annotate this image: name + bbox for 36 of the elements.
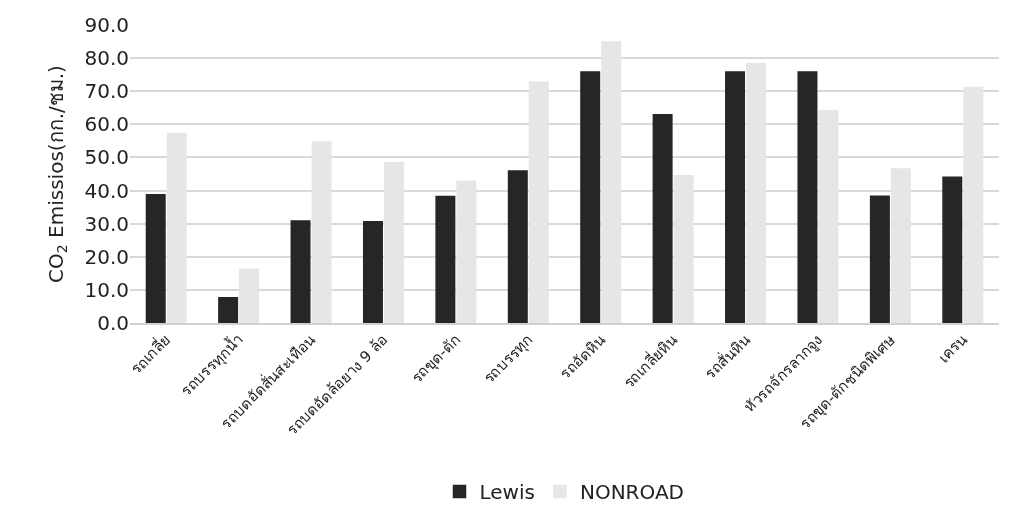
bar <box>239 268 260 323</box>
bar <box>673 174 694 323</box>
bar <box>746 62 767 323</box>
bar <box>456 180 477 323</box>
legend-label: Lewis <box>479 480 535 505</box>
y-tick-label: 40.0 <box>84 178 129 203</box>
bar <box>362 220 383 323</box>
bar <box>507 170 528 323</box>
bar <box>383 161 404 323</box>
bar <box>652 113 673 323</box>
bar <box>725 71 746 323</box>
bar <box>311 141 332 323</box>
y-tick-label: 0.0 <box>97 311 129 335</box>
y-tick-label: 20.0 <box>84 244 129 269</box>
bar <box>435 195 456 323</box>
y-tick-label: 80.0 <box>84 46 129 71</box>
legend-label: NONROAD <box>579 480 684 505</box>
bar <box>963 86 984 323</box>
bar <box>145 194 166 323</box>
bar <box>797 71 818 323</box>
y-tick-label: 70.0 <box>84 79 129 104</box>
bar <box>218 297 239 323</box>
y-tick-label: 10.0 <box>84 277 129 302</box>
y-tick-label: 50.0 <box>84 145 129 170</box>
bar <box>580 71 601 323</box>
y-tick-label: 90.0 <box>84 13 129 37</box>
bar <box>528 81 549 323</box>
bar <box>290 220 311 323</box>
bar <box>818 110 839 323</box>
bar <box>869 195 890 323</box>
bar <box>890 168 911 323</box>
bar <box>942 176 963 323</box>
bar <box>601 41 622 323</box>
bar <box>166 132 187 323</box>
y-tick-label: 30.0 <box>84 211 129 236</box>
y-tick-label: 60.0 <box>84 112 129 137</box>
